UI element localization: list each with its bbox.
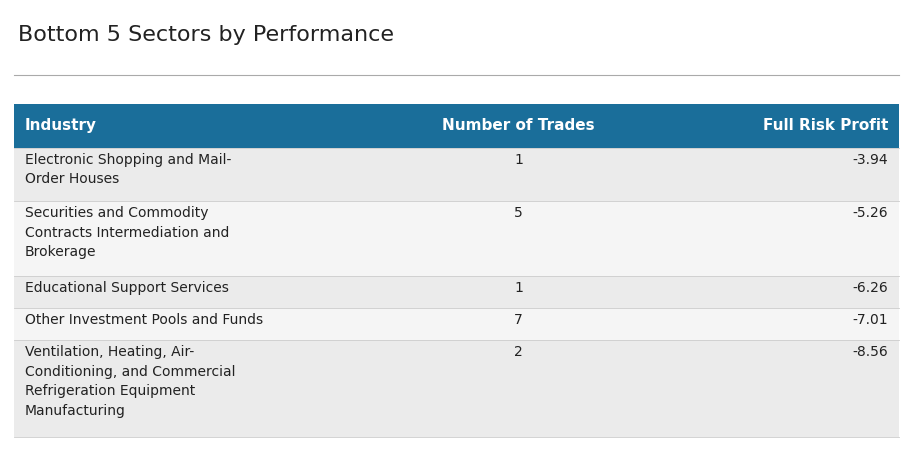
FancyBboxPatch shape [14,340,899,437]
FancyBboxPatch shape [14,276,899,308]
FancyBboxPatch shape [14,201,899,276]
Text: -5.26: -5.26 [853,206,888,220]
Text: -6.26: -6.26 [853,281,888,296]
Text: -8.56: -8.56 [853,345,888,359]
Text: 7: 7 [514,313,523,327]
FancyBboxPatch shape [14,148,899,201]
Text: -3.94: -3.94 [853,153,888,167]
Text: Educational Support Services: Educational Support Services [25,281,228,296]
Text: Number of Trades: Number of Trades [442,118,594,133]
Text: -7.01: -7.01 [853,313,888,327]
Text: Electronic Shopping and Mail-
Order Houses: Electronic Shopping and Mail- Order Hous… [25,153,231,186]
Text: 1: 1 [514,153,523,167]
Text: Other Investment Pools and Funds: Other Investment Pools and Funds [25,313,263,327]
Text: Ventilation, Heating, Air-
Conditioning, and Commercial
Refrigeration Equipment
: Ventilation, Heating, Air- Conditioning,… [25,345,236,418]
Text: Industry: Industry [25,118,97,133]
Text: 1: 1 [514,281,523,296]
FancyBboxPatch shape [14,104,899,148]
Text: 5: 5 [514,206,523,220]
Text: Full Risk Profit: Full Risk Profit [763,118,888,133]
FancyBboxPatch shape [14,308,899,340]
Text: Securities and Commodity
Contracts Intermediation and
Brokerage: Securities and Commodity Contracts Inter… [25,206,229,259]
Text: 2: 2 [514,345,523,359]
Text: Bottom 5 Sectors by Performance: Bottom 5 Sectors by Performance [18,25,394,45]
